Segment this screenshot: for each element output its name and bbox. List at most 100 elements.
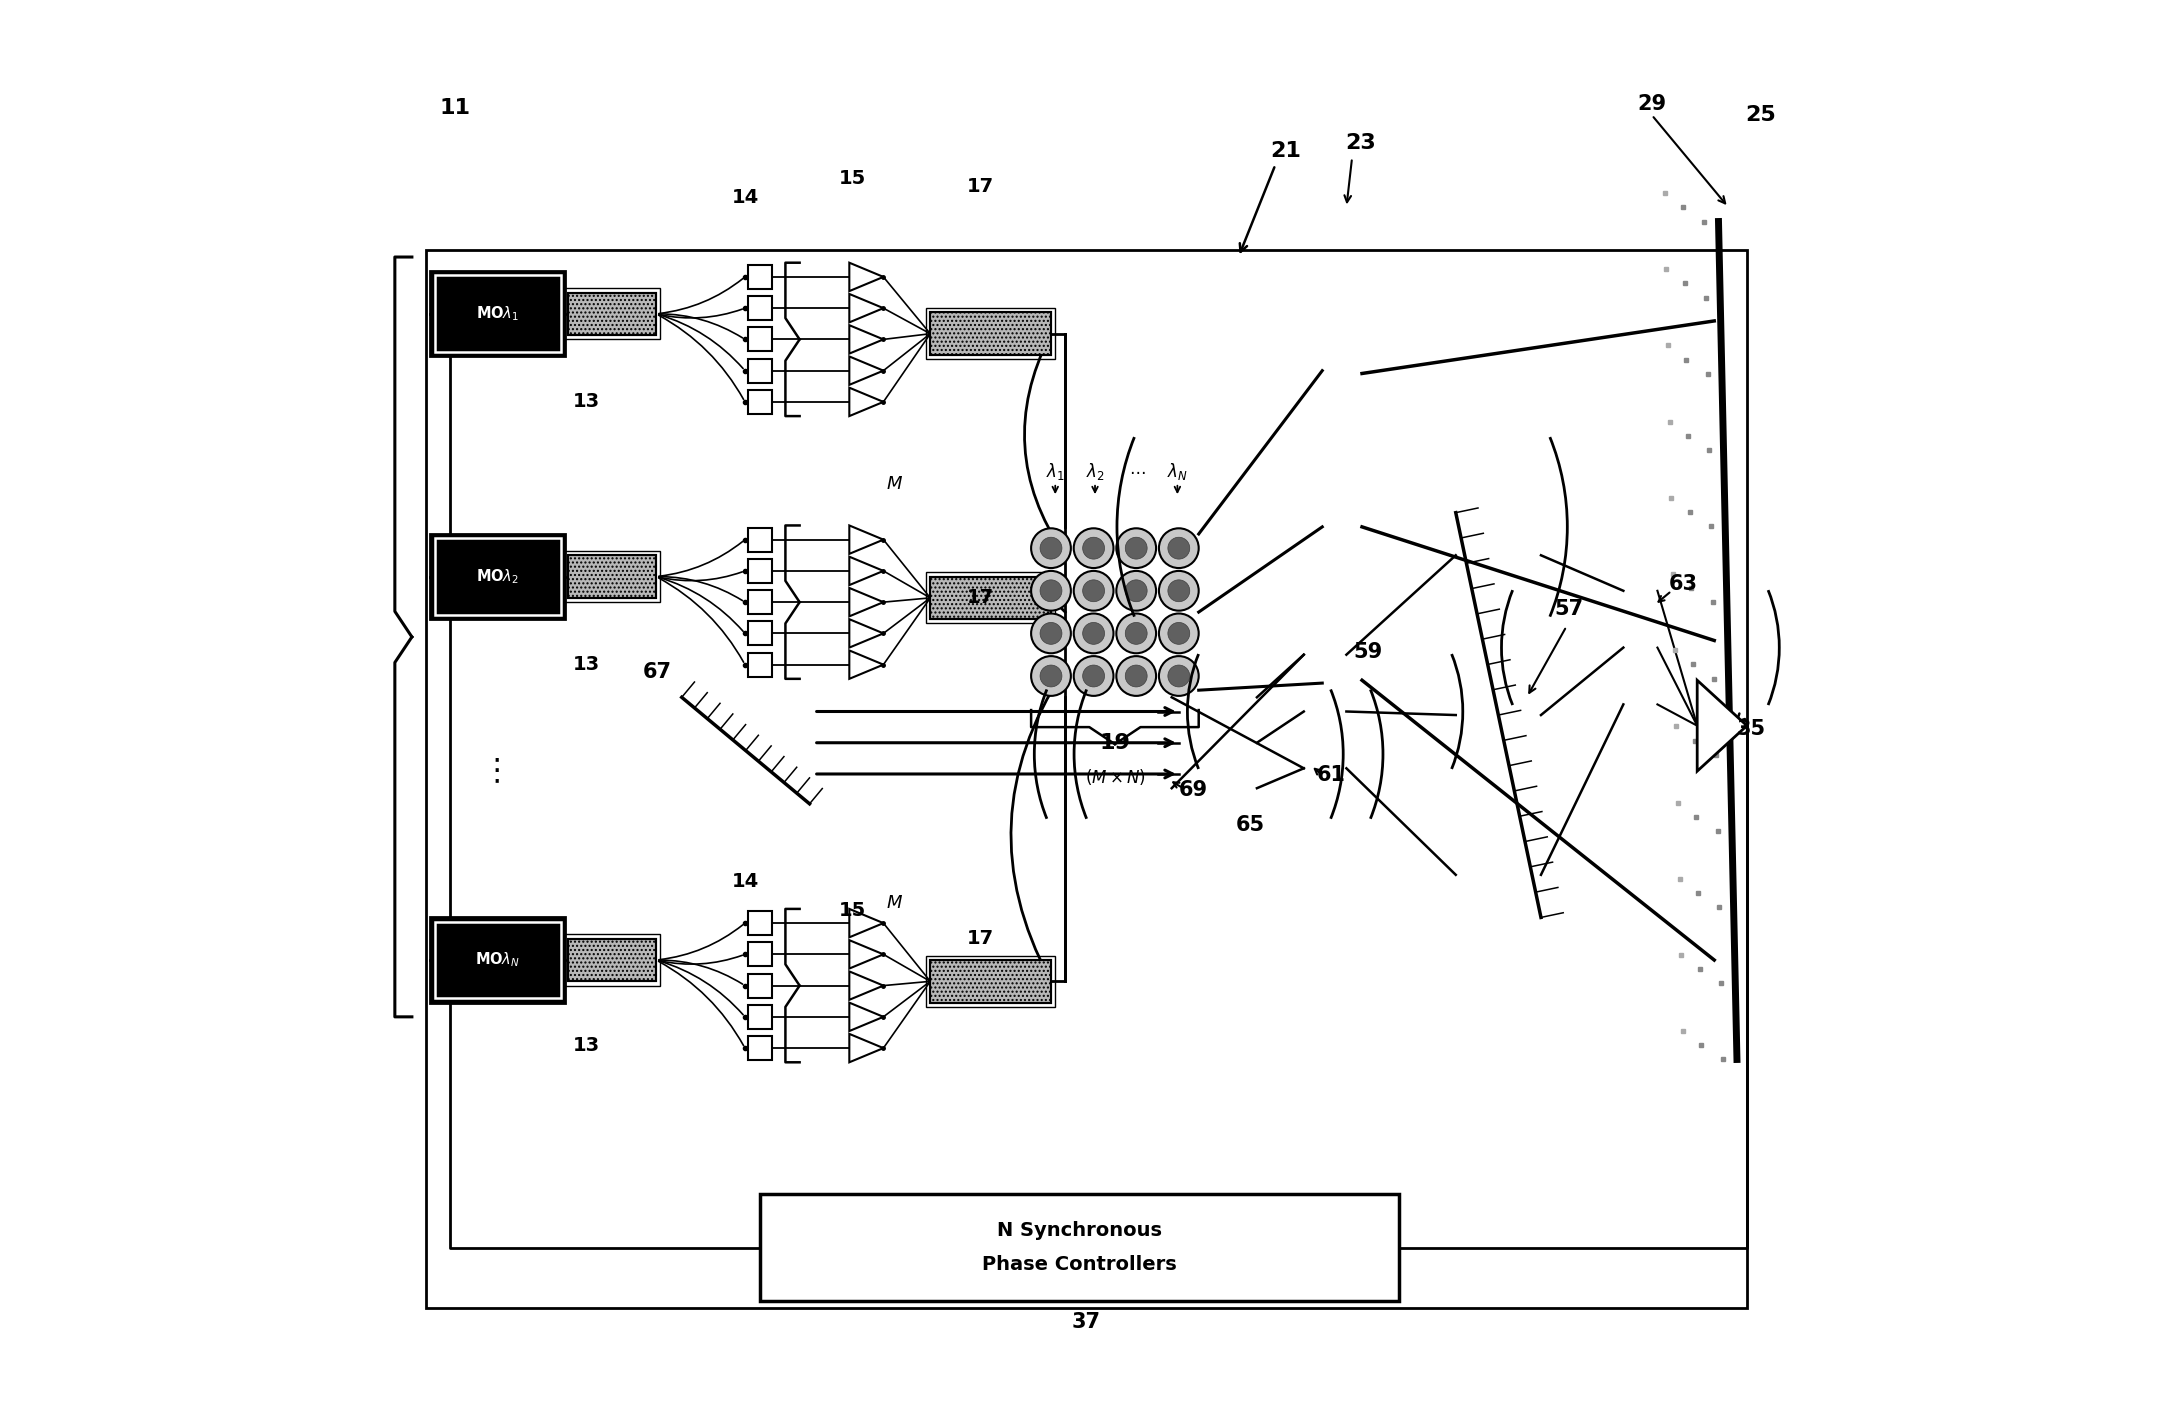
Circle shape bbox=[1041, 665, 1063, 687]
Bar bbox=[748, 911, 771, 935]
Text: 67: 67 bbox=[643, 662, 671, 682]
Text: 61: 61 bbox=[1317, 766, 1345, 785]
Bar bbox=[748, 265, 771, 289]
Text: 57: 57 bbox=[1556, 599, 1584, 619]
Bar bbox=[748, 1005, 771, 1029]
Circle shape bbox=[1032, 613, 1071, 653]
Polygon shape bbox=[850, 941, 884, 969]
Text: $\cdots$: $\cdots$ bbox=[1130, 462, 1145, 481]
Bar bbox=[748, 1036, 771, 1060]
Polygon shape bbox=[850, 619, 884, 647]
Polygon shape bbox=[850, 556, 884, 585]
Polygon shape bbox=[850, 263, 884, 292]
Bar bbox=[926, 956, 1056, 1007]
Text: 11: 11 bbox=[439, 98, 469, 118]
Polygon shape bbox=[850, 650, 884, 679]
Bar bbox=[435, 276, 561, 351]
Circle shape bbox=[1082, 538, 1104, 559]
Bar bbox=[748, 942, 771, 966]
Text: 13: 13 bbox=[574, 1036, 600, 1054]
Bar bbox=[748, 327, 771, 351]
Text: 29: 29 bbox=[1636, 94, 1667, 114]
Text: ⋮: ⋮ bbox=[482, 757, 513, 785]
Text: 63: 63 bbox=[1669, 573, 1697, 593]
Text: 65: 65 bbox=[1234, 815, 1265, 835]
Text: 17: 17 bbox=[967, 929, 993, 948]
Bar bbox=[563, 935, 661, 986]
Circle shape bbox=[1073, 613, 1113, 653]
Bar bbox=[930, 576, 1052, 619]
Bar bbox=[567, 293, 656, 336]
Bar bbox=[748, 653, 771, 677]
Polygon shape bbox=[850, 1035, 884, 1063]
Polygon shape bbox=[1697, 680, 1747, 771]
Text: $M$: $M$ bbox=[887, 894, 904, 912]
Bar bbox=[563, 551, 661, 602]
Circle shape bbox=[1041, 579, 1063, 602]
Text: 19: 19 bbox=[1100, 733, 1130, 753]
Bar bbox=[748, 622, 771, 646]
Polygon shape bbox=[850, 356, 884, 384]
Bar bbox=[430, 534, 565, 619]
Bar bbox=[430, 272, 565, 356]
Circle shape bbox=[1082, 665, 1104, 687]
Bar bbox=[748, 591, 771, 615]
Bar bbox=[761, 1194, 1399, 1301]
Circle shape bbox=[1158, 528, 1199, 568]
Circle shape bbox=[1158, 613, 1199, 653]
Bar bbox=[748, 359, 771, 383]
Circle shape bbox=[1117, 613, 1156, 653]
Circle shape bbox=[1117, 571, 1156, 610]
Circle shape bbox=[1167, 622, 1191, 645]
Bar bbox=[563, 289, 661, 340]
Text: $(M \times N)$: $(M \times N)$ bbox=[1084, 767, 1145, 787]
Circle shape bbox=[1073, 656, 1113, 696]
Text: 25: 25 bbox=[1745, 105, 1778, 125]
Circle shape bbox=[1167, 579, 1191, 602]
Text: 21: 21 bbox=[1269, 141, 1302, 161]
Circle shape bbox=[1117, 656, 1156, 696]
Circle shape bbox=[1032, 656, 1071, 696]
Text: 14: 14 bbox=[732, 872, 758, 891]
Text: 35: 35 bbox=[1736, 719, 1767, 739]
Text: MO$\lambda_N$: MO$\lambda_N$ bbox=[476, 951, 519, 969]
Text: 13: 13 bbox=[574, 393, 600, 411]
Circle shape bbox=[1041, 622, 1063, 645]
Bar bbox=[435, 922, 561, 999]
Circle shape bbox=[1167, 665, 1191, 687]
Bar bbox=[567, 555, 656, 598]
Text: 14: 14 bbox=[732, 188, 758, 206]
Bar bbox=[567, 555, 656, 598]
Circle shape bbox=[1073, 528, 1113, 568]
Text: 17: 17 bbox=[967, 176, 993, 195]
Bar bbox=[930, 313, 1052, 354]
Polygon shape bbox=[850, 525, 884, 554]
Bar bbox=[567, 939, 656, 982]
Polygon shape bbox=[850, 295, 884, 323]
Circle shape bbox=[1158, 571, 1199, 610]
Circle shape bbox=[1073, 571, 1113, 610]
Polygon shape bbox=[850, 387, 884, 416]
Text: MO$\lambda_1$: MO$\lambda_1$ bbox=[476, 305, 519, 323]
Circle shape bbox=[1126, 665, 1147, 687]
Bar bbox=[430, 918, 565, 1003]
Bar bbox=[926, 572, 1056, 623]
Circle shape bbox=[1032, 528, 1071, 568]
Circle shape bbox=[1082, 622, 1104, 645]
Text: $\lambda_2$: $\lambda_2$ bbox=[1086, 461, 1104, 482]
Circle shape bbox=[1126, 579, 1147, 602]
Text: MO$\lambda_2$: MO$\lambda_2$ bbox=[476, 568, 519, 586]
Bar bbox=[748, 390, 771, 414]
Bar bbox=[748, 296, 771, 320]
Polygon shape bbox=[850, 588, 884, 616]
Text: 23: 23 bbox=[1345, 134, 1376, 154]
Text: $M$: $M$ bbox=[887, 475, 904, 494]
Bar bbox=[930, 961, 1052, 1003]
Circle shape bbox=[1126, 538, 1147, 559]
Bar bbox=[567, 939, 656, 982]
Text: 37: 37 bbox=[1071, 1312, 1102, 1332]
Text: $\lambda_N$: $\lambda_N$ bbox=[1167, 461, 1189, 482]
Circle shape bbox=[1158, 656, 1199, 696]
Bar bbox=[748, 973, 771, 998]
Circle shape bbox=[1126, 622, 1147, 645]
